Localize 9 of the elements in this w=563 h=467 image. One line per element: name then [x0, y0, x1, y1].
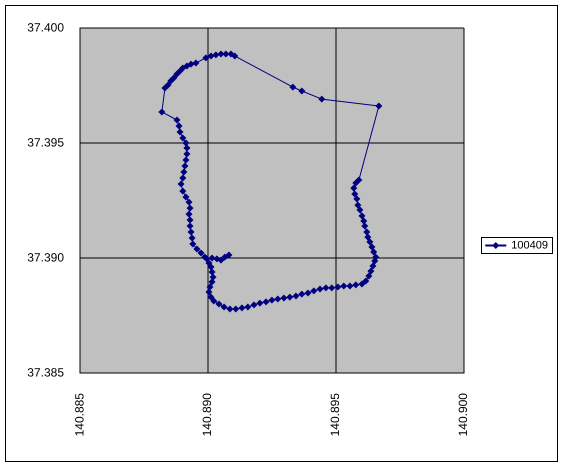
- y-tick-label: 37.395: [27, 135, 64, 150]
- x-tick-label: 140.900: [456, 392, 470, 436]
- legend-label: 100409: [511, 240, 548, 252]
- y-tick-label: 37.390: [27, 250, 64, 264]
- x-tick-label: 140.890: [200, 392, 214, 436]
- y-tick-label: 37.400: [27, 20, 64, 34]
- x-tick-label: 140.885: [72, 392, 86, 436]
- y-tick-label: 37.385: [27, 365, 64, 380]
- x-tick-label: 140.895: [328, 392, 342, 436]
